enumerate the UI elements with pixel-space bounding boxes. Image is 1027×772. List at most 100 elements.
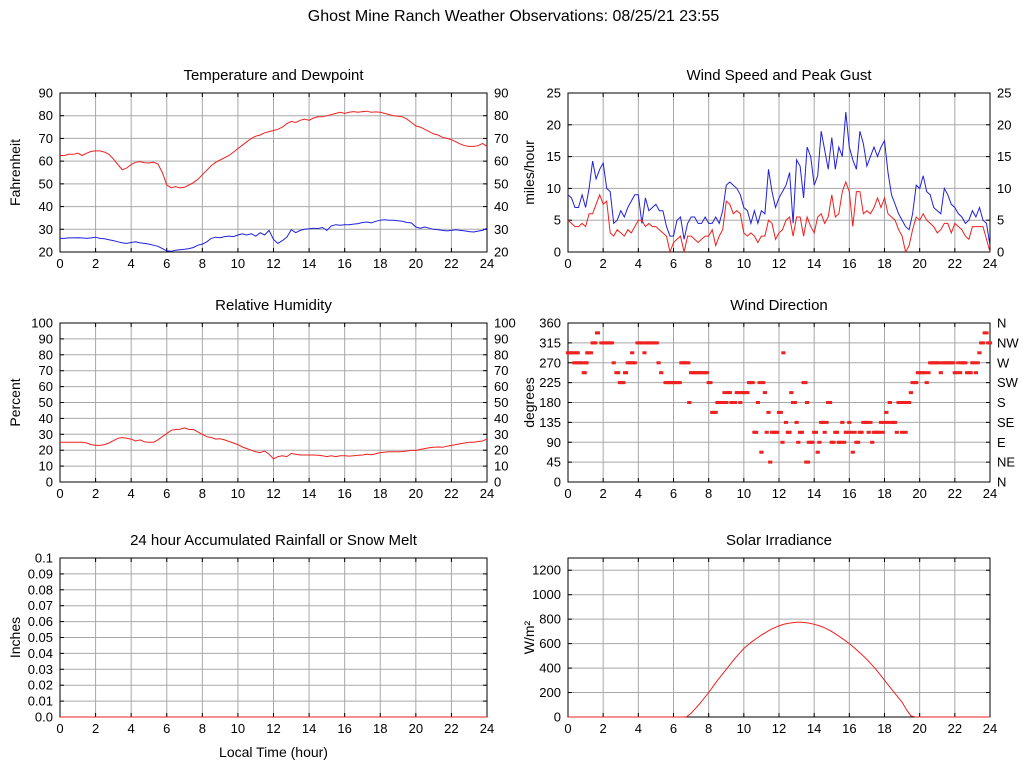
scatter-point bbox=[803, 381, 808, 385]
scatter-point bbox=[616, 371, 621, 375]
scatter-point bbox=[954, 371, 959, 375]
scatter-point bbox=[975, 361, 980, 365]
x-tick-label: 2 bbox=[92, 256, 99, 271]
scatter-point bbox=[852, 430, 857, 434]
scatter-point bbox=[642, 351, 647, 355]
scatter-point bbox=[766, 410, 771, 414]
scatter-point bbox=[901, 401, 906, 404]
x-tick-label: 8 bbox=[705, 721, 712, 736]
x-tick-label: 12 bbox=[266, 721, 280, 736]
scatter-point bbox=[621, 381, 626, 385]
y-tick-label-right: 50 bbox=[494, 395, 508, 410]
x-tick-label: 16 bbox=[337, 256, 351, 271]
scatter-point bbox=[656, 361, 661, 365]
scatter-point bbox=[686, 361, 691, 365]
x-tick-label: 16 bbox=[842, 721, 856, 736]
y-tick-label-right: 5 bbox=[997, 213, 1004, 228]
scatter-point bbox=[827, 401, 833, 404]
scatter-point bbox=[880, 430, 885, 434]
x-tick-label: 8 bbox=[705, 486, 712, 501]
scatter-point bbox=[984, 331, 989, 335]
scatter-point bbox=[850, 450, 855, 454]
x-tick-label: 18 bbox=[373, 256, 387, 271]
x-tick-label: 14 bbox=[302, 721, 316, 736]
series-humidity bbox=[60, 427, 488, 460]
y-tick-label-right: 90 bbox=[494, 86, 508, 101]
y-tick-label: 0.02 bbox=[28, 678, 53, 693]
y-axis-label: degrees bbox=[521, 377, 537, 428]
page-title: Ghost Mine Ranch Weather Observations: 0… bbox=[307, 8, 720, 25]
x-tick-label: 16 bbox=[842, 486, 856, 501]
x-tick-label: 22 bbox=[948, 721, 962, 736]
scatter-point bbox=[951, 361, 956, 365]
y-tick-label: 0 bbox=[554, 475, 561, 490]
scatter-point bbox=[582, 371, 587, 375]
scatter-point bbox=[958, 371, 963, 375]
scatter-point bbox=[845, 430, 850, 434]
x-tick-label: 20 bbox=[409, 256, 423, 271]
chart-title: Solar Irradiance bbox=[726, 532, 832, 549]
scatter-point bbox=[884, 410, 889, 414]
scatter-point bbox=[882, 420, 887, 424]
y-tick-label-right: 60 bbox=[494, 379, 508, 394]
chart-temperature-dewpoint: 0 2 4 6 8 10 12 14 16 18 20 22 242030405060708090203… bbox=[7, 67, 508, 271]
x-tick-label: 24 bbox=[983, 256, 997, 271]
x-tick-label: 14 bbox=[807, 486, 821, 501]
scatter-point bbox=[963, 361, 968, 365]
scatter-point bbox=[849, 430, 854, 434]
scatter-point bbox=[724, 401, 729, 404]
y-tick-label: 60 bbox=[39, 379, 53, 394]
x-tick-label: 14 bbox=[302, 486, 316, 501]
scatter-point bbox=[870, 440, 875, 444]
x-tick-label: 2 bbox=[92, 486, 99, 501]
x-tick-label: 4 bbox=[635, 256, 642, 271]
x-tick-label: 18 bbox=[373, 486, 387, 501]
x-tick-label: 2 bbox=[600, 256, 607, 271]
y-tick-label: 600 bbox=[539, 636, 561, 651]
y-tick-label-right: 25 bbox=[997, 86, 1011, 101]
x-tick-label: 10 bbox=[231, 721, 245, 736]
x-tick-label: 0 bbox=[564, 256, 571, 271]
scatter-point bbox=[750, 381, 755, 385]
scatter-point bbox=[847, 420, 852, 424]
x-tick-label: 4 bbox=[128, 486, 135, 501]
chart-title: Wind Direction bbox=[730, 297, 828, 314]
scatter-point bbox=[799, 430, 804, 434]
scatter-point bbox=[595, 331, 600, 335]
scatter-point bbox=[822, 430, 827, 434]
series-peak-gust bbox=[567, 112, 991, 246]
scatter-point bbox=[900, 430, 905, 434]
y-tick-label-right: 20 bbox=[494, 245, 508, 260]
y-tick-label-right: 40 bbox=[494, 411, 508, 426]
x-tick-label: 14 bbox=[807, 256, 821, 271]
y-tick-label: 90 bbox=[39, 86, 53, 101]
x-tick-label: 16 bbox=[842, 256, 856, 271]
y-tick-label: 10 bbox=[547, 181, 561, 196]
y-tick-label-right: S bbox=[997, 395, 1006, 410]
scatter-point bbox=[977, 351, 982, 355]
scatter-point bbox=[840, 420, 845, 424]
y-tick-label: 50 bbox=[39, 395, 53, 410]
scatter-point bbox=[783, 420, 789, 424]
x-tick-label: 14 bbox=[807, 721, 821, 736]
y-tick-label-right: 10 bbox=[997, 181, 1011, 196]
scatter-point bbox=[571, 351, 576, 355]
scatter-point bbox=[704, 371, 709, 375]
y-tick-label: 225 bbox=[539, 375, 561, 390]
scatter-point bbox=[805, 401, 810, 404]
y-tick-label: 5 bbox=[554, 213, 561, 228]
y-tick-label: 1200 bbox=[532, 563, 561, 578]
scatter-point bbox=[738, 401, 743, 404]
y-tick-label: 0.05 bbox=[28, 630, 53, 645]
y-tick-label: 0.07 bbox=[28, 598, 53, 613]
scatter-point bbox=[838, 440, 843, 444]
scatter-point bbox=[831, 440, 836, 444]
scatter-point bbox=[868, 420, 873, 424]
scatter-point bbox=[877, 430, 882, 434]
y-tick-label: 90 bbox=[547, 435, 561, 450]
x-tick-label: 10 bbox=[737, 256, 751, 271]
scatter-point bbox=[623, 371, 629, 375]
scatter-point bbox=[794, 420, 799, 424]
scatter-point bbox=[713, 410, 718, 414]
scatter-point bbox=[761, 381, 766, 385]
